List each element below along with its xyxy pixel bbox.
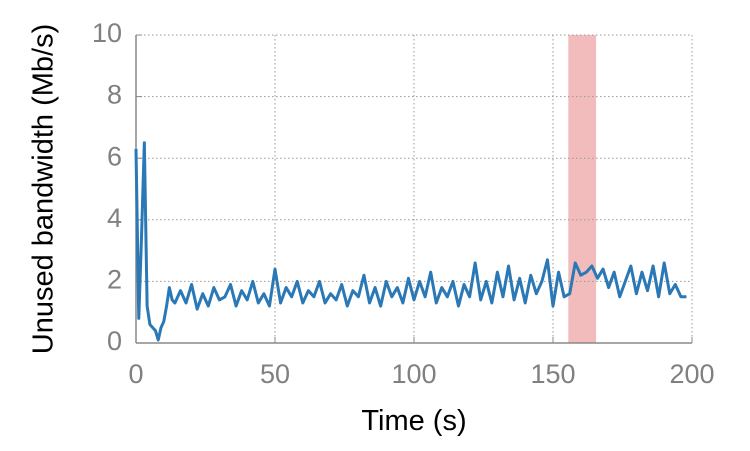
x-tick-label: 0 [128, 359, 143, 389]
data-line [134, 141, 687, 342]
y-tick-label: 10 [92, 18, 122, 48]
shaded-region [568, 35, 597, 343]
y-tick-label: 6 [107, 141, 122, 171]
y-tick-label: 8 [107, 80, 122, 110]
x-tick-label: 50 [260, 359, 290, 389]
x-tick-label: 150 [530, 359, 575, 389]
x-axis-label: Time (s) [361, 405, 466, 437]
x-tick-label: 100 [391, 359, 436, 389]
y-tick-label: 4 [107, 203, 122, 233]
y-tick-label: 0 [107, 326, 122, 356]
y-tick-label: 2 [107, 265, 122, 295]
x-tick-label: 200 [669, 359, 714, 389]
y-axis-label: Unused bandwidth (Mb/s) [28, 24, 60, 354]
